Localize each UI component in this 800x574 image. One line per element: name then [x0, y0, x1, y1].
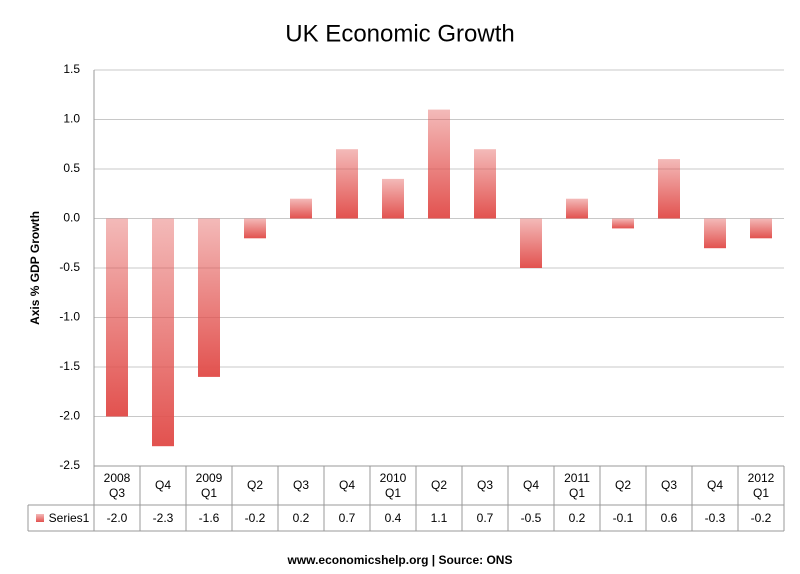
bar [244, 218, 266, 239]
bar [152, 218, 174, 447]
data-table-value: -1.6 [198, 510, 220, 525]
x-tick-label: Q2 [614, 478, 631, 492]
data-table-value: -2.0 [106, 510, 128, 525]
x-tick-label: 2009 Q1 [195, 470, 223, 500]
footer: www.economicshelp.org | Source: ONS [287, 553, 513, 567]
x-tick-label: 2011 Q1 [564, 470, 590, 500]
data-table-value: 1.1 [430, 510, 448, 525]
bar [566, 198, 588, 219]
y-tick-label: 0.0 [63, 211, 80, 225]
bar [474, 149, 496, 219]
data-table-value: -2.3 [152, 510, 174, 525]
x-tick-label: Q3 [660, 478, 677, 492]
y-axis-label: Axis % GDP Growth [28, 211, 42, 325]
bar [750, 218, 772, 239]
x-tick-label: Q4 [338, 478, 355, 492]
x-tick-label: Q4 [522, 478, 539, 492]
data-table-value: -0.2 [750, 510, 772, 525]
bar [658, 159, 680, 219]
bar [612, 218, 634, 229]
bar [704, 218, 726, 249]
bar [290, 198, 312, 219]
y-tick-label: 1.0 [63, 112, 80, 126]
bar [336, 149, 358, 219]
legend-label: Series1 [48, 510, 90, 525]
x-tick-label: 2012 Q1 [747, 470, 775, 500]
y-tick-label: 0.5 [63, 161, 80, 175]
data-table-value: 0.4 [384, 510, 402, 525]
data-table-value: 0.6 [660, 510, 678, 525]
x-tick-label: Q3 [476, 478, 493, 492]
data-table-value: -0.5 [520, 510, 542, 525]
x-tick-label: Q4 [706, 478, 723, 492]
legend-swatch [36, 514, 44, 522]
bar [382, 178, 404, 219]
data-table-value: 0.7 [476, 510, 494, 525]
data-table-value: -0.1 [612, 510, 634, 525]
x-tick-label: Q2 [246, 478, 263, 492]
bar [428, 109, 450, 219]
data-table-value: 0.7 [338, 510, 356, 525]
y-tick-label: -2.5 [59, 458, 80, 472]
x-tick-label: 2008 Q3 [103, 470, 131, 500]
bar [106, 218, 128, 417]
bar [198, 218, 220, 377]
y-tick-label: -1.0 [59, 310, 80, 324]
x-tick-label: 2010 Q1 [379, 470, 407, 500]
x-tick-label: Q4 [154, 478, 171, 492]
y-tick-label: 1.5 [63, 62, 80, 76]
data-table-value: 0.2 [292, 510, 310, 525]
y-tick-label: -0.5 [59, 260, 80, 274]
x-tick-label: Q2 [430, 478, 447, 492]
chart-title: UK Economic Growth [285, 20, 514, 47]
x-tick-label: Q3 [292, 478, 309, 492]
data-table-value: 0.2 [568, 510, 586, 525]
data-table-value: -0.2 [244, 510, 266, 525]
y-tick-label: -2.0 [59, 409, 80, 423]
bar [520, 218, 542, 268]
y-tick-label: -1.5 [59, 359, 80, 373]
data-table-value: -0.3 [704, 510, 726, 525]
